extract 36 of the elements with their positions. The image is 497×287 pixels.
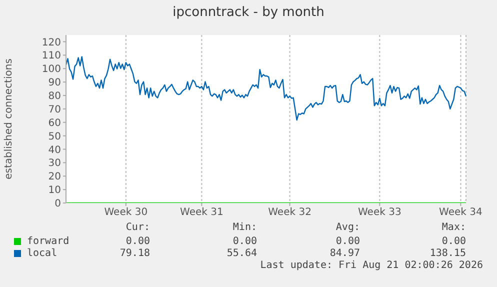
y-tick-label: 120	[42, 37, 61, 48]
x-tick-label: Week 30	[104, 207, 148, 218]
y-tick-label: 10	[48, 185, 61, 196]
line-series	[65, 56, 467, 121]
y-tick-label: 60	[48, 118, 61, 129]
text: 0.00	[334, 236, 360, 247]
y-tick-label: 50	[48, 131, 61, 142]
y-tick-label: 40	[48, 144, 61, 156]
text: 0.00	[124, 236, 150, 247]
y-tick-label: 90	[48, 78, 61, 89]
text: 84.97	[328, 248, 360, 259]
text: 0.00	[440, 236, 466, 247]
y-tick-label: 80	[48, 91, 61, 102]
y-tick-label: 110	[42, 50, 61, 62]
chart-title: ipconntrack - by month	[172, 5, 326, 20]
x-tick-label: Week 32	[268, 207, 312, 218]
text: 138.15	[428, 248, 466, 259]
text: 55.64	[226, 248, 257, 259]
y-tick-label: 70	[48, 104, 61, 116]
y-tick-label: 20	[48, 172, 61, 183]
text: Cur:	[124, 222, 150, 233]
y-tick-label: 0	[54, 198, 61, 210]
x-tick-label: Week 34	[439, 207, 482, 218]
y-tick-label: 30	[48, 158, 61, 170]
x-tick-label: Week 33	[358, 207, 402, 218]
text: 79.18	[118, 248, 150, 259]
legend-label: forward	[27, 236, 70, 247]
x-tick-label: Week 31	[180, 207, 224, 218]
y-tick-label: 100	[42, 64, 61, 76]
text: Max:	[440, 222, 466, 233]
text: 0.00	[232, 236, 257, 247]
text: Avg:	[334, 222, 360, 233]
text: Min:	[232, 222, 257, 233]
y-axis-title: established connections	[4, 58, 15, 180]
text: Last update: Fri Aug 21 02:00:26 2026	[259, 260, 483, 271]
legend-label: local	[27, 248, 58, 259]
